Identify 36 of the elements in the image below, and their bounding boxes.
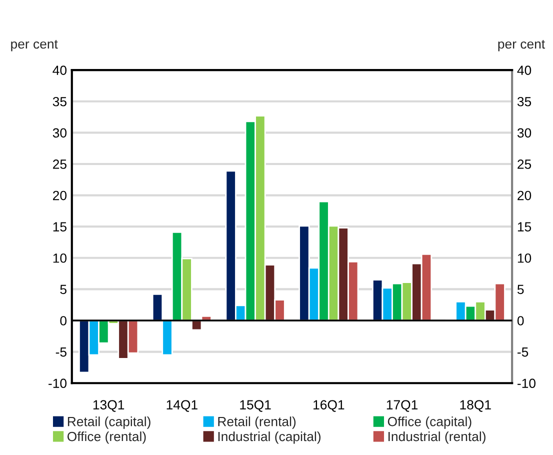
y-tick-label: 20 [53, 190, 67, 200]
x-tick-label: 14Q1 [166, 400, 198, 412]
legend-label: Industrial (rental) [388, 432, 486, 444]
y-tick-label: 10 [53, 253, 67, 263]
y-tick-label: -5 [56, 348, 66, 357]
y2-tick-label: 5 [517, 284, 524, 294]
y-tick-label: 25 [53, 160, 66, 169]
y-axis-title: per cent [11, 40, 58, 52]
y-tick-label: 30 [52, 128, 67, 138]
y2-tick-label: 0 [517, 316, 524, 326]
x-tick-label: 16Q1 [314, 400, 344, 412]
y2-tick-label: -5 [518, 348, 528, 357]
x-tick-label: 15Q1 [240, 400, 271, 412]
legend-label: Industrial (capital) [218, 432, 320, 444]
y-tick-label: 15 [53, 222, 66, 232]
y2-tick-label: 20 [518, 190, 532, 200]
y2-tick-label: 25 [518, 160, 532, 169]
x-tick-label: 18Q1 [460, 400, 491, 412]
y-tick-label: 40 [52, 66, 67, 75]
x-tick-label: 13Q1 [93, 400, 124, 412]
legend-label: Retail (rental) [218, 416, 296, 429]
y2-tick-label: 30 [517, 128, 532, 138]
y2-axis-title: per cent [498, 40, 545, 52]
y2-tick-label: -10 [518, 378, 536, 388]
y2-tick-label: 15 [518, 222, 532, 232]
y-tick-label: 5 [60, 284, 66, 294]
legend-label: Office (capital) [388, 416, 472, 429]
y-tick-label: 35 [52, 96, 66, 106]
y-tick-label: 0 [60, 316, 67, 326]
y-tick-label: -10 [48, 378, 67, 388]
y2-tick-label: 40 [517, 66, 532, 75]
y2-tick-label: 10 [518, 253, 532, 263]
x-tick-label: 17Q1 [386, 400, 418, 412]
legend-label: Retail (capital) [68, 416, 150, 429]
legend-label: Office (rental) [68, 432, 146, 444]
y2-tick-label: 35 [517, 96, 532, 106]
